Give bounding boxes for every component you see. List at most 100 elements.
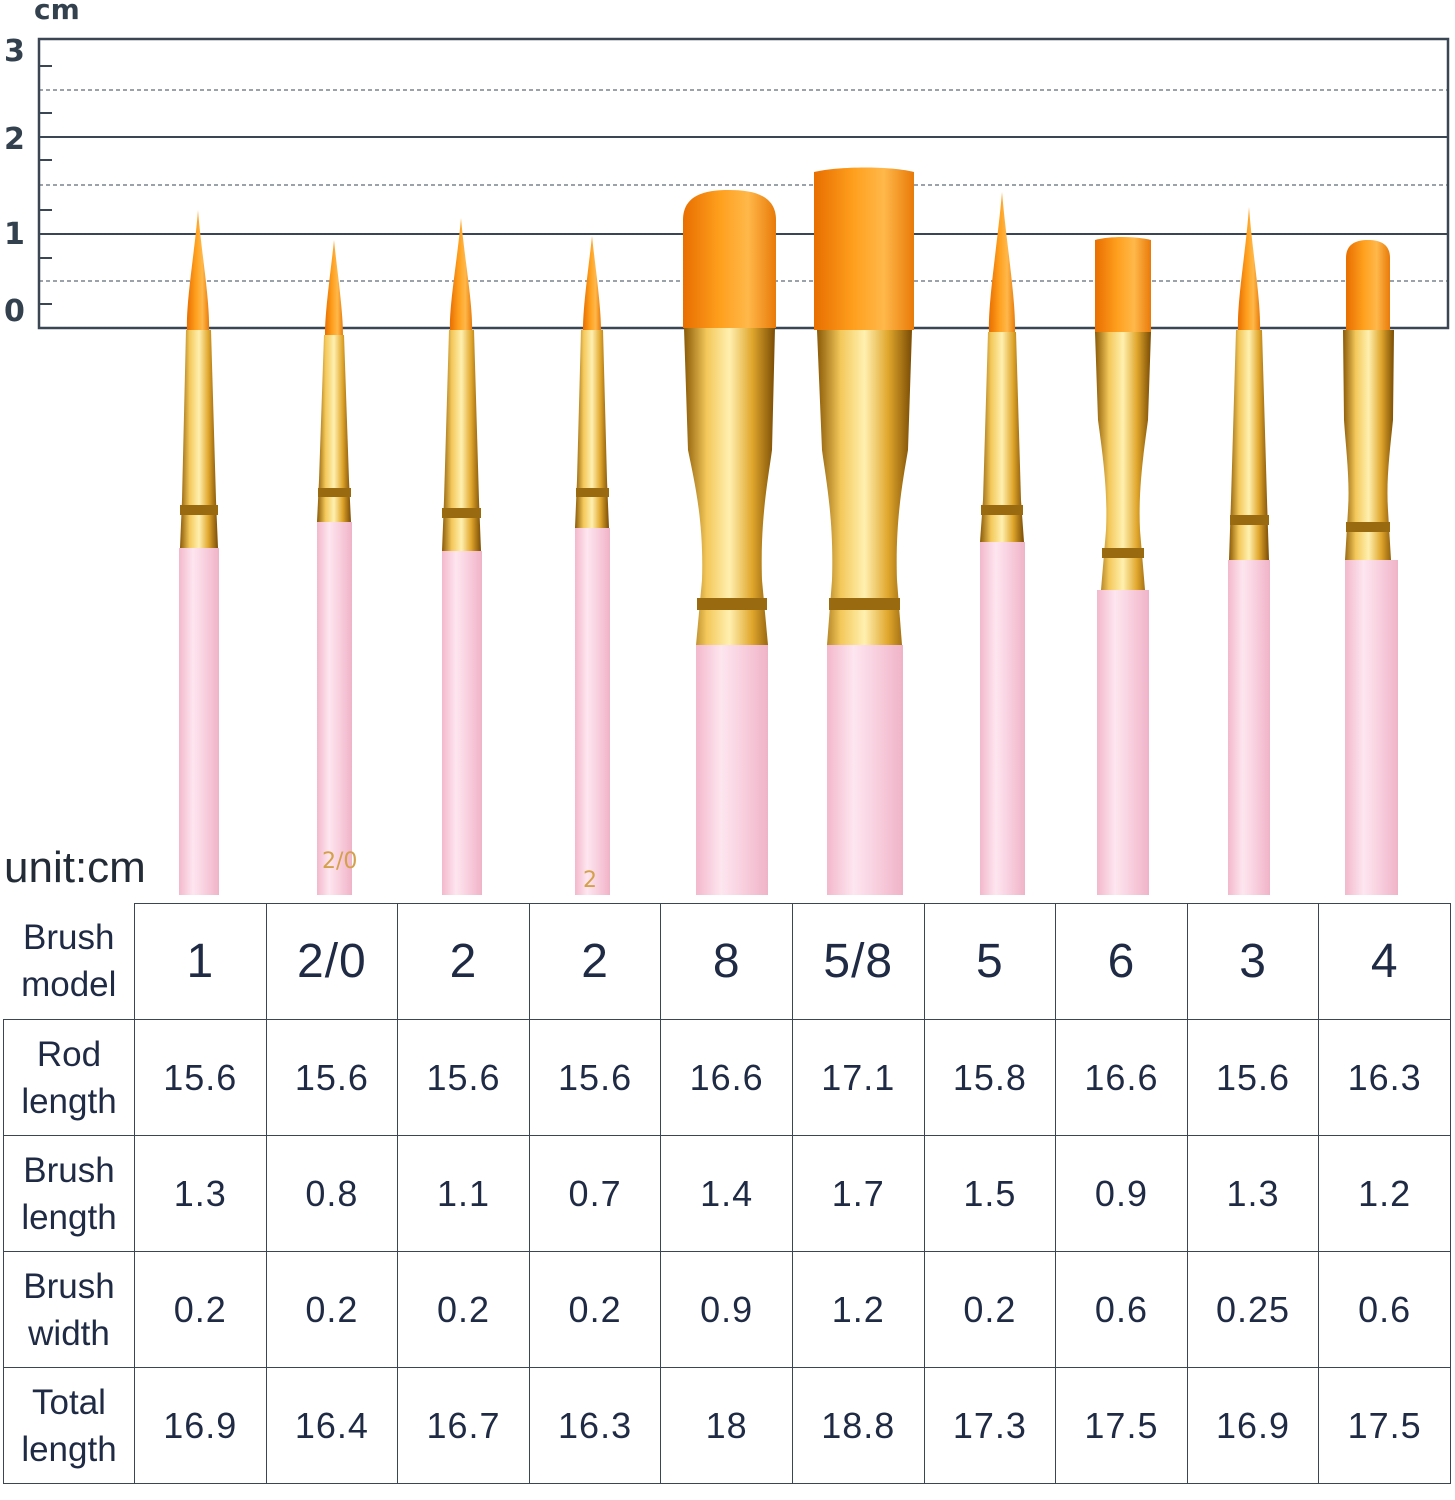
brush-2b — [575, 236, 610, 895]
handle — [179, 548, 219, 895]
handle — [1228, 560, 1270, 895]
row-total-length: Total length 16.9 16.4 16.7 16.3 18 18.8 17.3 17.… — [3, 1367, 1451, 1484]
row-header-line: Rod — [36, 1034, 102, 1074]
table-cell: 2 — [397, 903, 530, 1020]
table-cell: 0.2 — [134, 1251, 267, 1368]
table-cell: 0.9 — [660, 1251, 793, 1368]
brush-1 — [179, 210, 219, 895]
row-header: Total length — [3, 1367, 135, 1484]
row-header: Brush length — [3, 1135, 135, 1252]
table-cell: 1.1 — [397, 1135, 530, 1252]
table-cell: 0.2 — [528, 1251, 662, 1368]
ferrule — [1095, 332, 1151, 590]
row-rod-length: Rod length 15.6 15.6 15.6 15.6 16.6 17.1 15.8 16.… — [3, 1019, 1451, 1136]
bristle — [1237, 207, 1261, 330]
table-cell: 1.7 — [791, 1135, 925, 1252]
ferrule — [442, 330, 481, 551]
table-cell: 17.5 — [1318, 1367, 1451, 1484]
brush-4 — [1343, 240, 1398, 895]
table-cell: 15.6 — [1186, 1019, 1320, 1136]
row-header-line: Brush — [23, 1150, 115, 1190]
table-cell: 0.9 — [1055, 1135, 1188, 1252]
brush-2-0 — [317, 240, 352, 895]
row-brush-length: Brush length 1.3 0.8 1.1 0.7 1.4 1.7 1.5 0.9 1.3 1.… — [3, 1135, 1451, 1252]
handle — [575, 528, 610, 895]
row-header-line: model — [21, 965, 117, 1005]
bristle — [1095, 237, 1151, 332]
brush-5 — [980, 192, 1025, 895]
row-header-line: Brush — [23, 918, 115, 958]
ferrule-ring — [576, 488, 609, 497]
table-cell: 15.6 — [528, 1019, 662, 1136]
bristle — [683, 190, 776, 328]
table-cell: 18 — [660, 1367, 793, 1484]
table-cell: 4 — [1318, 903, 1451, 1020]
row-header-line: Brush — [23, 1266, 115, 1306]
table-cell: 3 — [1186, 903, 1320, 1020]
row-header: Brush model — [3, 903, 135, 1020]
row-header-line: Total — [32, 1382, 106, 1422]
row-header: Brush width — [3, 1251, 135, 1368]
table-cell: 0.6 — [1055, 1251, 1188, 1368]
table-cell: 0.25 — [1186, 1251, 1320, 1368]
table-cell: 16.6 — [1055, 1019, 1188, 1136]
bristle — [583, 236, 601, 330]
table-cell: 1.2 — [791, 1251, 925, 1368]
brush-5-8 — [814, 167, 914, 895]
ferrule-ring — [1230, 515, 1269, 525]
table-cell: 0.2 — [923, 1251, 1057, 1368]
row-brush-model: Brush model 1 2/0 2 2 8 5/8 5 6 3 4 — [3, 903, 1451, 1020]
table-cell: 16.6 — [660, 1019, 793, 1136]
table-cell: 16.4 — [265, 1367, 399, 1484]
ruler-unit-label: cm — [34, 0, 80, 26]
handle — [980, 542, 1025, 895]
ferrule — [317, 335, 351, 522]
bristle — [186, 210, 210, 330]
brush-6 — [1095, 237, 1151, 895]
ferrule — [1229, 330, 1269, 560]
ruler-mark-2: 2 — [4, 122, 25, 157]
table-cell: 6 — [1055, 903, 1188, 1020]
brush-2a — [442, 218, 482, 895]
ferrule-ring — [829, 598, 900, 610]
row-header-line: width — [28, 1313, 110, 1353]
bristle — [449, 218, 473, 330]
ferrule — [817, 330, 912, 645]
row-header-line: length — [21, 1429, 117, 1469]
ferrule-ring — [697, 598, 767, 610]
table-cell: 16.3 — [528, 1367, 662, 1484]
handle — [317, 522, 352, 895]
bristle — [325, 240, 343, 335]
ferrule-ring — [180, 505, 218, 515]
ruler-mark-3: 3 — [4, 34, 25, 69]
table-cell: 17.3 — [923, 1367, 1057, 1484]
brush-3 — [1228, 207, 1270, 895]
brush-8 — [683, 190, 776, 895]
table-cell: 5 — [923, 903, 1057, 1020]
table-cell: 1.3 — [134, 1135, 267, 1252]
row-brush-width: Brush width 0.2 0.2 0.2 0.2 0.9 1.2 0.2 0.6 0.25 0.… — [3, 1251, 1451, 1368]
table-cell: 15.6 — [397, 1019, 530, 1136]
row-header: Rod length — [3, 1019, 135, 1136]
table-cell: 1.3 — [1186, 1135, 1320, 1252]
table-cell: 16.9 — [1186, 1367, 1320, 1484]
handle — [827, 645, 903, 895]
table-cell: 0.2 — [265, 1251, 399, 1368]
handle-mark-2-0: 2/0 — [322, 849, 357, 874]
table-cell: 0.2 — [397, 1251, 530, 1368]
handle — [1097, 590, 1149, 895]
ferrule-ring — [442, 508, 481, 518]
table-cell: 1 — [134, 903, 267, 1020]
ferrule — [1343, 330, 1394, 560]
table-cell: 15.6 — [134, 1019, 267, 1136]
ferrule-ring — [981, 505, 1023, 515]
row-header-line: length — [21, 1081, 117, 1121]
ferrule — [575, 330, 609, 528]
bristle — [1346, 240, 1390, 330]
handle — [696, 645, 768, 895]
spec-table: Brush model 1 2/0 2 2 8 5/8 5 6 3 4 Rod length 15.6 15.… — [3, 903, 1451, 1484]
table-cell: 0.7 — [528, 1135, 662, 1252]
bristle — [988, 192, 1016, 332]
table-cell: 2/0 — [265, 903, 399, 1020]
table-cell: 1.2 — [1318, 1135, 1451, 1252]
